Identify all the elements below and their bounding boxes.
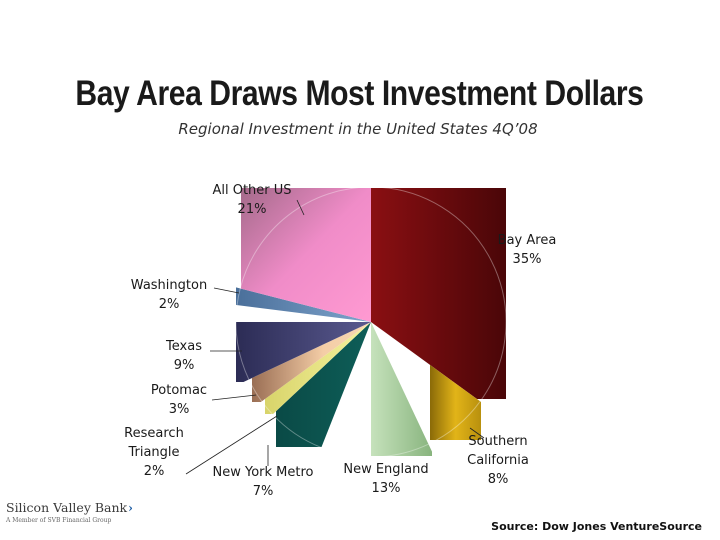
pie-slice-edge-new-england <box>321 443 429 458</box>
pie-slice-edge-potomac <box>248 379 263 402</box>
pie-slice-edge-texas <box>235 305 250 380</box>
svb-logo: Silicon Valley Bank › A Member of SVB Fi… <box>6 500 133 524</box>
leader-line-all-other-us <box>296 199 305 216</box>
slice-label-texas: Texas <box>165 339 202 354</box>
slice-label-all-other-us: All Other US <box>212 183 291 198</box>
leader-line-washington <box>213 287 240 294</box>
slice-label-research-triangle: Triangle <box>127 445 179 460</box>
pie-slice-edge-washington <box>236 288 241 306</box>
slice-percent-washington: 2% <box>159 297 180 312</box>
slice-label-new-york-metro: New York Metro <box>213 465 314 480</box>
pie-slice-edge-research-triangle <box>261 401 273 415</box>
logo-arrow-icon: › <box>128 500 133 515</box>
leader-line-southern-california <box>469 427 485 439</box>
slice-label-southern-california: Southern <box>468 434 527 449</box>
slice-label-washington: Washington <box>131 278 207 293</box>
pie-slice-edge-southern-california <box>428 401 481 445</box>
slice-percent-bay-area: 35% <box>513 252 542 267</box>
slice-percent-research-triangle: 2% <box>144 464 165 479</box>
slice-label-potomac: Potomac <box>151 383 207 398</box>
leader-line-potomac <box>211 394 257 401</box>
pie-slice-edge-new-york-metro <box>272 414 322 448</box>
logo-name: Silicon Valley Bank <box>6 500 128 515</box>
slice-percent-potomac: 3% <box>169 402 190 417</box>
logo-tagline: A Member of SVB Financial Group <box>6 517 112 524</box>
slice-percent-new-york-metro: 7% <box>253 484 274 499</box>
slice-percent-southern-california: 8% <box>488 472 509 487</box>
slice-label-research-triangle: Research <box>124 426 184 441</box>
slice-label-bay-area: Bay Area <box>498 233 557 248</box>
leader-line-research-triangle <box>185 415 278 475</box>
slice-percent-all-other-us: 21% <box>238 202 267 217</box>
pie-slice-edge-bay-area <box>371 186 507 402</box>
slice-percent-new-england: 13% <box>372 481 401 496</box>
slice-label-new-england: New England <box>343 462 428 477</box>
slice-label-southern-california: California <box>467 453 529 468</box>
source-note: Source: Dow Jones VentureSource <box>491 520 702 533</box>
chart-subtitle: Regional Investment in the United States… <box>178 120 538 138</box>
pie-slice-edge-all-other-us <box>239 186 371 289</box>
slice-percent-texas: 9% <box>174 358 195 373</box>
chart-title: Bay Area Draws Most Investment Dollars <box>75 74 644 113</box>
